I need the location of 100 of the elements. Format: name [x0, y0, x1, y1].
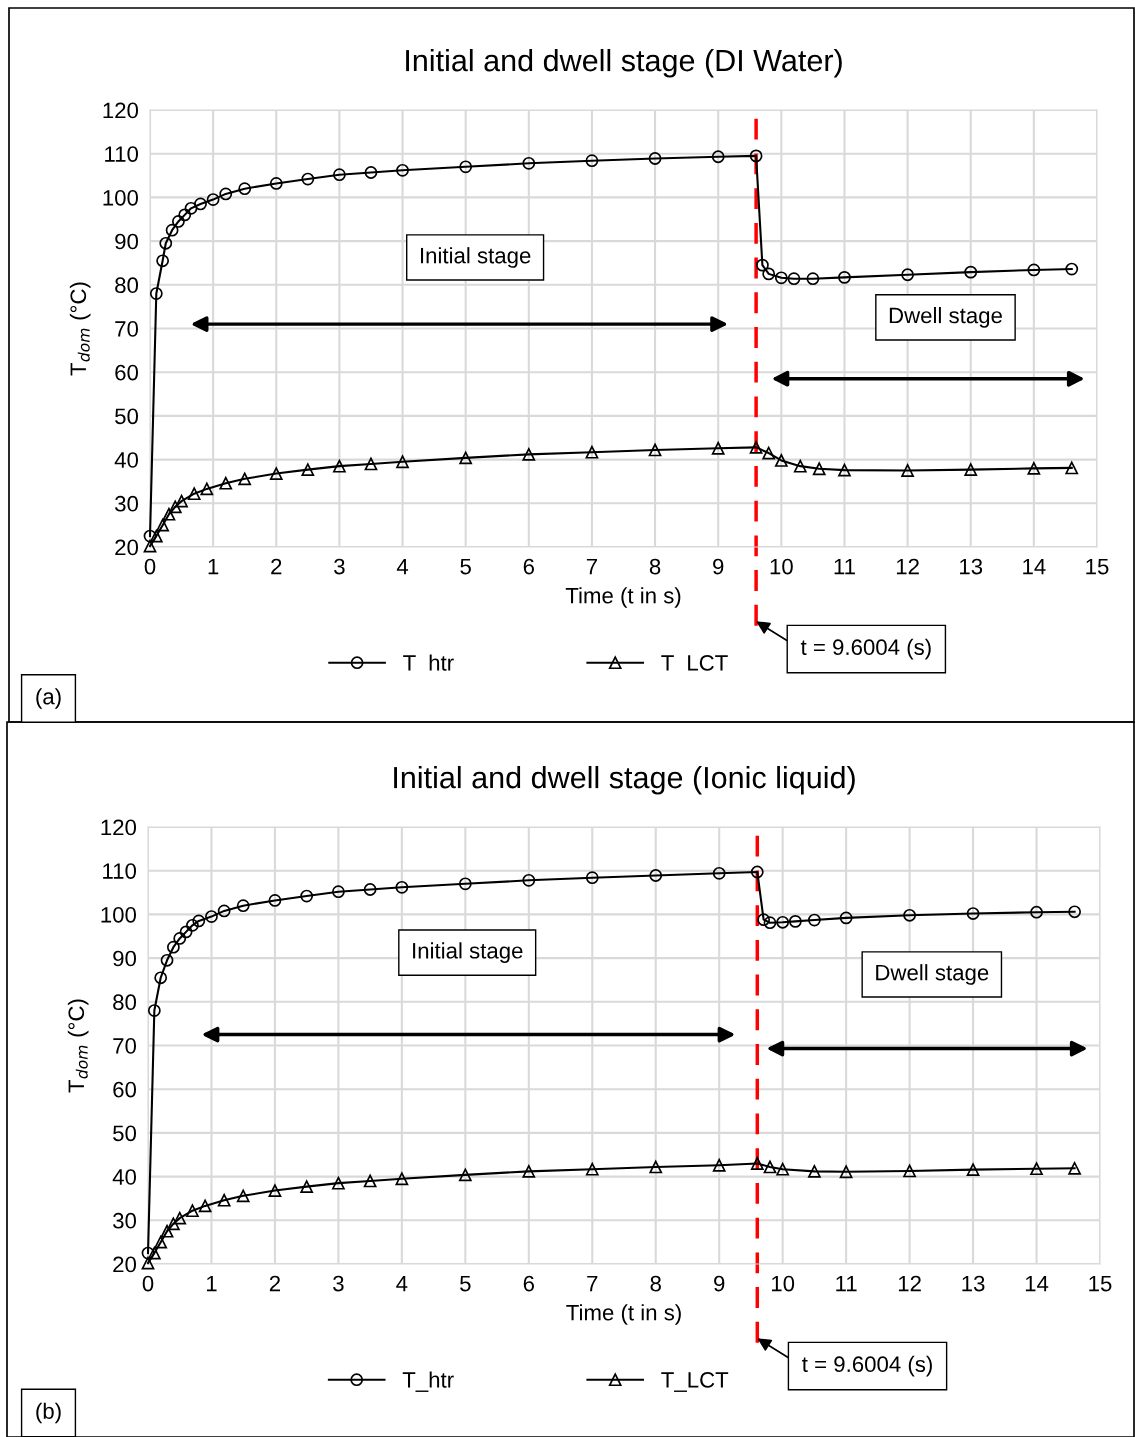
- point: [749, 149, 763, 163]
- y-tick-label: 110: [105, 146, 139, 162]
- y-tick-label: 120: [103, 102, 139, 119]
- point: [363, 883, 377, 896]
- point: [186, 918, 199, 932]
- annotation: Initial stage: [420, 247, 531, 268]
- point: [776, 915, 790, 929]
- y-tick-label: 100: [103, 189, 139, 206]
- ref-line-label: t = 9.6004 (s): [802, 1355, 932, 1377]
- point: [184, 201, 198, 215]
- x-tick-label: 2: [269, 1275, 280, 1292]
- point: [712, 1158, 726, 1172]
- y-tick-label: 70: [113, 1038, 137, 1054]
- x-tick-label: 15: [1086, 558, 1109, 575]
- y-tick-label: 70: [115, 321, 139, 337]
- point: [966, 1163, 980, 1176]
- y-tick-label: 50: [115, 408, 139, 425]
- point: [712, 866, 726, 880]
- point: [839, 1165, 853, 1179]
- y-tick-label: 30: [113, 1212, 137, 1229]
- point: [838, 270, 851, 284]
- x-tick-label: 9: [713, 558, 724, 575]
- point: [165, 223, 179, 237]
- point: [793, 459, 807, 473]
- point: [711, 150, 725, 164]
- point: [159, 236, 173, 250]
- point: [147, 1004, 161, 1017]
- y-tick-label: 80: [113, 994, 137, 1011]
- point: [149, 529, 163, 543]
- point: [143, 529, 157, 543]
- point: [1068, 905, 1082, 919]
- point: [522, 156, 536, 170]
- legend-label: T_LCT: [661, 1371, 729, 1392]
- x-tick-label: 7: [587, 1275, 598, 1292]
- point: [648, 152, 662, 165]
- text: (b): [36, 1402, 61, 1424]
- legend-label: T_htr: [402, 1371, 454, 1392]
- point: [332, 1176, 345, 1190]
- annotation: Initial stage: [413, 942, 523, 963]
- point: [154, 971, 168, 985]
- point: [149, 287, 163, 300]
- x-tick-label: 4: [396, 558, 409, 575]
- x-tick-label: 0: [142, 1275, 154, 1292]
- point: [756, 258, 769, 272]
- point: [903, 908, 916, 922]
- legend-label: T htr: [403, 654, 454, 671]
- point: [217, 1193, 231, 1207]
- point: [459, 451, 473, 465]
- point: [192, 914, 206, 928]
- point: [147, 1246, 161, 1260]
- x-tick-label: 11: [834, 558, 855, 575]
- x-tick-label: 12: [896, 558, 919, 575]
- x-tick-label: 6: [523, 558, 534, 575]
- chart-title: Initial and dwell stage (DI Water): [406, 48, 842, 78]
- point: [459, 160, 473, 174]
- point: [236, 899, 250, 913]
- point: [396, 163, 409, 177]
- point: [162, 507, 176, 521]
- point: [269, 467, 283, 480]
- x-tick-label: 14: [1025, 1275, 1049, 1292]
- point: [166, 940, 180, 954]
- point: [269, 177, 283, 190]
- point: [762, 446, 776, 460]
- point: [522, 447, 536, 461]
- y-tick-label: 30: [115, 495, 139, 512]
- point: [763, 1160, 777, 1174]
- point: [648, 443, 662, 457]
- point: [205, 910, 218, 923]
- point: [522, 1164, 536, 1178]
- point: [141, 1246, 155, 1260]
- point: [788, 915, 802, 928]
- y-tick-label: 120: [101, 819, 137, 836]
- point: [236, 1189, 250, 1203]
- point: [1027, 461, 1041, 475]
- x-tick-label: 15: [1089, 1275, 1112, 1292]
- x-tick-label: 1: [206, 1275, 217, 1292]
- y-tick-label: 90: [113, 950, 137, 967]
- point: [964, 463, 978, 477]
- point: [364, 457, 378, 471]
- point: [301, 172, 315, 186]
- x-tick-label: 6: [523, 1275, 534, 1292]
- legend-label: T LCT: [661, 654, 728, 671]
- point: [750, 865, 764, 879]
- y-tick-label: 50: [113, 1125, 137, 1142]
- point: [143, 539, 157, 553]
- x-tick-label: 2: [271, 558, 282, 575]
- point: [585, 871, 599, 885]
- point: [458, 1168, 472, 1182]
- point: [301, 463, 315, 477]
- y-tick-label: 80: [115, 277, 139, 294]
- point: [396, 455, 409, 469]
- point: [757, 913, 771, 927]
- point: [173, 932, 187, 945]
- x-tick-label: 5: [460, 1275, 471, 1292]
- x-tick-label: 0: [144, 558, 156, 575]
- point: [808, 913, 821, 927]
- point: [154, 1235, 168, 1249]
- point: [173, 1211, 187, 1225]
- point: [1065, 461, 1079, 475]
- x-tick-label: 13: [960, 558, 983, 575]
